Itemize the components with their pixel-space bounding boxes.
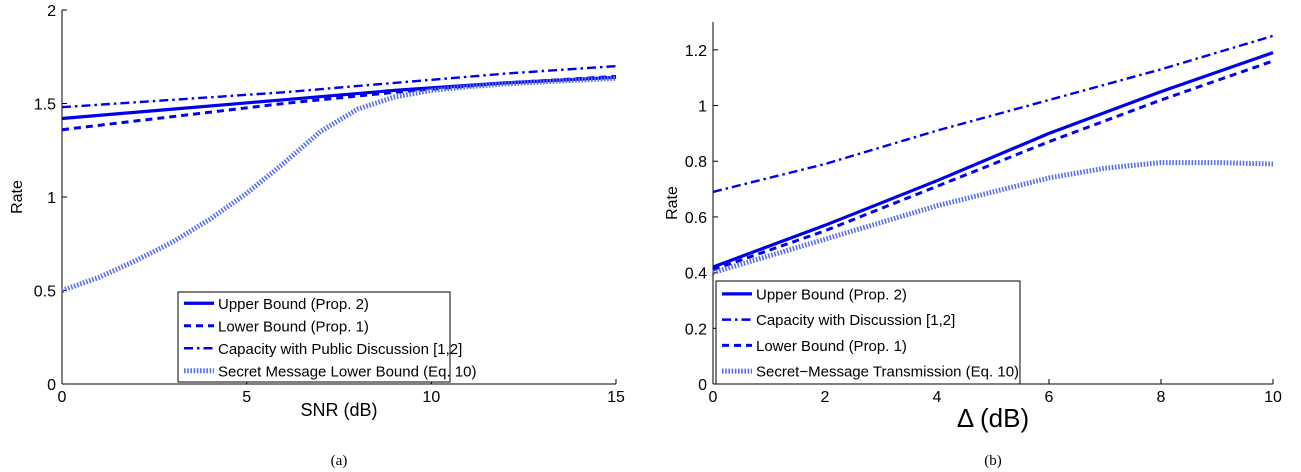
x-tick-label: 8	[1157, 389, 1166, 406]
legend-label-3: Lower Bound (Prop. 1)	[756, 338, 907, 355]
x-tick-label: 5	[242, 389, 251, 406]
y-axis-label: Rate	[9, 180, 26, 214]
x-tick-label: 10	[422, 389, 440, 406]
y-tick-label: 1.5	[34, 97, 56, 114]
x-tick-label: 15	[607, 389, 625, 406]
legend-label-2: Lower Bound (Prop. 1)	[218, 318, 369, 335]
series-line-3	[61, 64, 617, 109]
y-tick-label: 0.6	[685, 210, 707, 227]
legend: Upper Bound (Prop. 2) Capacity with Discu…	[715, 280, 1021, 385]
x-tick-label: 2	[821, 389, 830, 406]
x-axis-label: Δ (dB)	[957, 403, 1029, 433]
legend-label-4: Secret Message Lower Bound (Eq. 10)	[218, 363, 476, 380]
legend-label-1: Upper Bound (Prop. 2)	[756, 286, 907, 303]
y-tick-label: 0.8	[685, 154, 707, 171]
panel-caption: (a)	[331, 453, 348, 469]
legend-label-1: Upper Bound (Prop. 2)	[218, 296, 369, 313]
y-tick-label: 0.4	[685, 266, 707, 283]
series-line-4	[712, 160, 1274, 275]
y-tick-label: 1	[47, 190, 56, 207]
legend-box	[715, 280, 1021, 385]
chart-panel-b: 0 2 4 6 8 10 0 0.2 0.4 0.6 0.8 1 1.2 Δ (dB) Rate Upper …	[664, 22, 1282, 469]
y-tick-label: 0.2	[685, 321, 707, 338]
y-tick-label: 0	[698, 377, 707, 394]
x-tick-label: 0	[58, 389, 67, 406]
x-tick-label: 0	[709, 389, 718, 406]
series-line-4	[61, 75, 617, 293]
legend-label-4: Secret−Message Transmission (Eq. 10)	[756, 364, 1019, 381]
series-line-2	[61, 74, 617, 132]
x-tick-label: 4	[933, 389, 942, 406]
series-line-1	[61, 75, 617, 121]
x-tick-label: 10	[1264, 389, 1282, 406]
y-axis-label: Rate	[664, 186, 681, 220]
series-line-2	[712, 34, 1274, 194]
panel-caption: (b)	[984, 453, 1002, 469]
y-tick-label: 2	[47, 3, 56, 20]
y-tick-label: 0	[47, 377, 56, 394]
series-line-1	[712, 51, 1274, 269]
series-line-3	[712, 59, 1274, 272]
y-tick-label: 1.2	[685, 43, 707, 60]
y-tick-label: 1	[698, 99, 707, 116]
legend-label-2: Capacity with Discussion [1,2]	[756, 312, 955, 329]
x-tick-label: 6	[1045, 389, 1054, 406]
chart-panel-a: 0 5 10 15 0 0.5 1 1.5 2 SNR (dB) Rate Upper Bound (…	[9, 3, 625, 469]
x-axis-label: SNR (dB)	[300, 400, 377, 420]
y-tick-label: 0.5	[34, 284, 56, 301]
legend-label-3: Capacity with Public Discussion [1,2]	[218, 341, 462, 358]
legend-box	[177, 291, 451, 383]
legend: Upper Bound (Prop. 2) Lower Bound (Prop. …	[177, 291, 476, 383]
